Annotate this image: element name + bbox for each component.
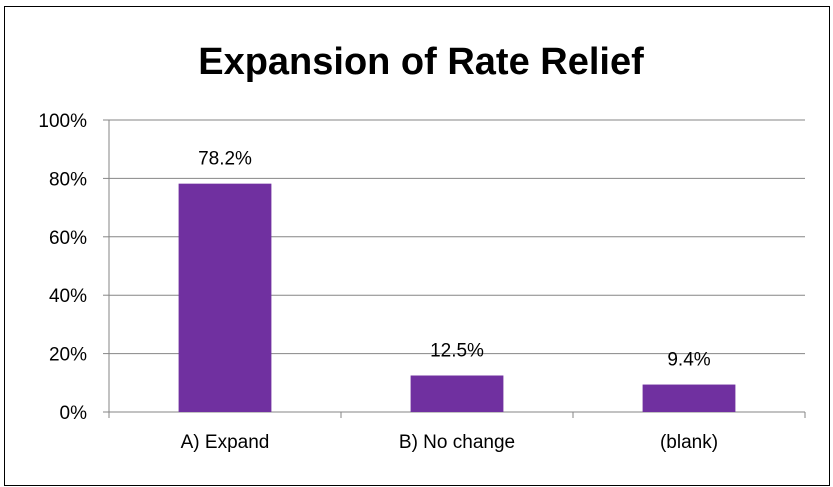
bars	[178, 183, 736, 412]
y-tick-label: 20%	[49, 345, 87, 366]
chart-title: Expansion of Rate Relief	[198, 41, 644, 83]
bar	[642, 384, 736, 412]
data-label: 78.2%	[198, 149, 252, 170]
chart-frame: Expansion of Rate Relief 0% 20% 40% 60% 80% 1…	[4, 6, 830, 486]
category-label: B) No change	[399, 432, 515, 453]
bar	[410, 375, 504, 412]
y-tick-label: 60%	[49, 228, 87, 249]
data-label: 9.4%	[667, 350, 710, 371]
category-label: A) Expand	[181, 432, 270, 453]
bar	[178, 183, 272, 412]
y-tick-label: 0%	[60, 403, 88, 424]
y-tick-label: 40%	[49, 286, 87, 307]
data-label: 12.5%	[430, 341, 484, 362]
category-label: (blank)	[660, 432, 718, 453]
bar-chart: Expansion of Rate Relief 0% 20% 40% 60% 80% 1…	[38, 41, 806, 453]
y-tick-label: 100%	[38, 111, 87, 132]
y-tick-label: 80%	[49, 169, 87, 190]
labels: 0% 20% 40% 60% 80% 100% 78.2% A) Expand 12.5% B) …	[38, 111, 718, 453]
